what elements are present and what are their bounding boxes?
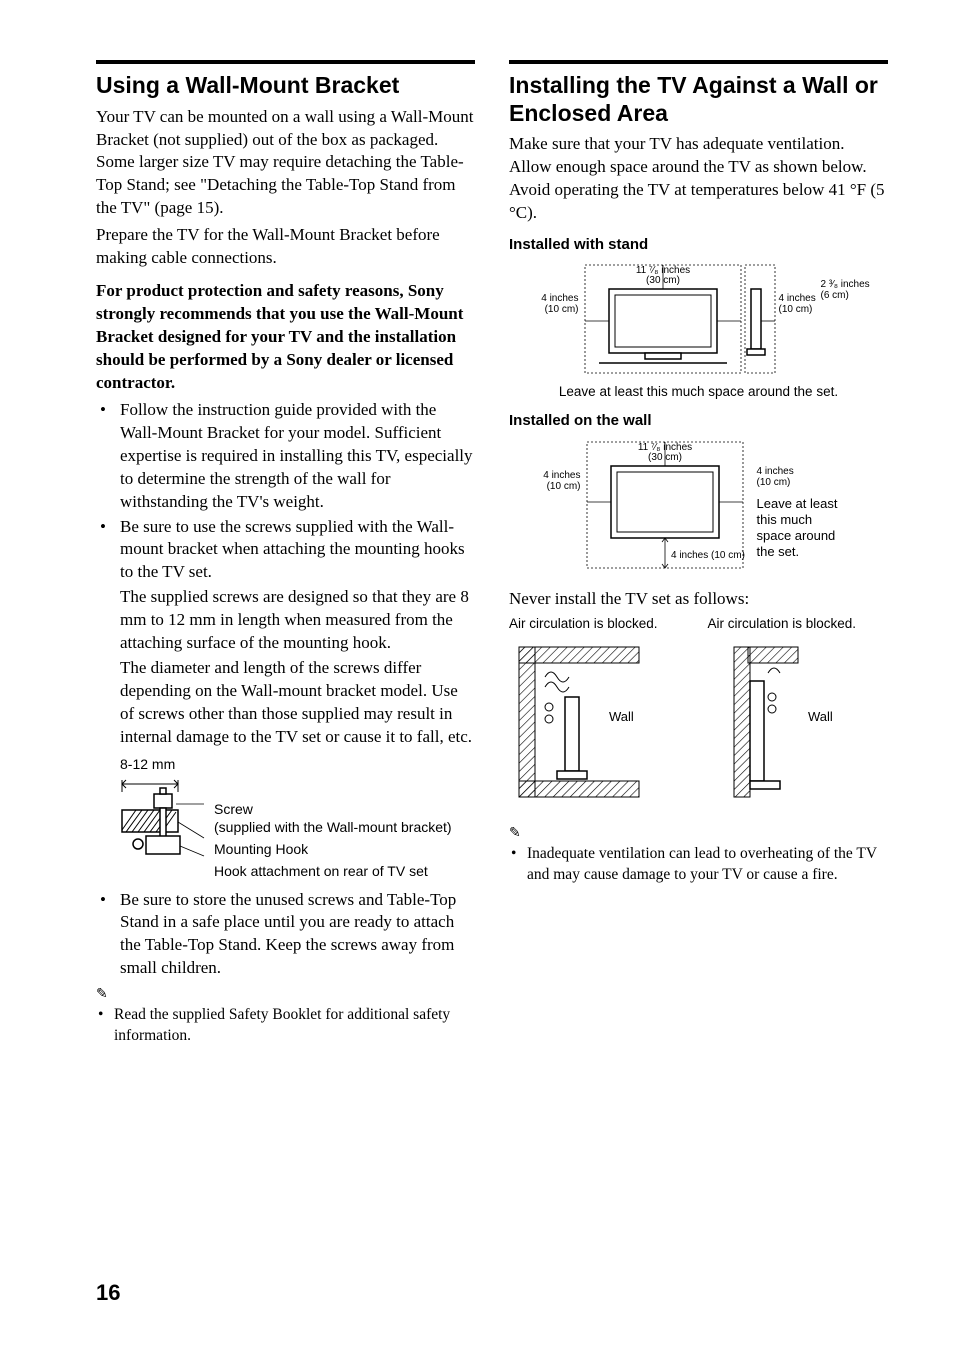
left-note-list: Read the supplied Safety Booklet for add… — [96, 1005, 475, 1047]
dim-left-cm: (10 cm) — [545, 304, 579, 315]
bullet-1-text: Follow the instruction guide provided wi… — [120, 399, 475, 514]
stand-caption: Leave at least this much space around th… — [509, 383, 888, 401]
screw-dim-label: 8-12 mm — [120, 755, 475, 774]
wall-figure: 4 inches (10 cm) 11 ⁷⁄₈ inches (30 cm) 4… — [509, 436, 888, 576]
wall-dim-right-cm: (10 cm) — [757, 477, 791, 488]
dim-right-in: 2 ³⁄₈ inches — [821, 279, 870, 290]
stand-figure: 4 inches (10 cm) 11 ⁷⁄₈ inches (30 cm) — [509, 259, 888, 379]
screw-diagram-icon — [120, 776, 206, 876]
stand-diagram-icon: 11 ⁷⁄₈ inches (30 cm) — [579, 259, 779, 379]
section-rule — [96, 60, 475, 64]
page-number: 16 — [96, 1278, 120, 1308]
screw-callout-3: Mounting Hook — [214, 840, 452, 858]
sub-head-stand: Installed with stand — [509, 235, 888, 255]
right-note-text: Inadequate ventilation can lead to overh… — [509, 844, 888, 886]
bullet-3: Be sure to store the unused screws and T… — [96, 889, 475, 981]
screw-figure: Screw (supplied with the Wall-mount brac… — [120, 776, 475, 881]
note-icon — [96, 982, 475, 1005]
never-row: Air circulation is blocked. — [509, 615, 888, 807]
blocked-diagram-1-icon: Wall — [509, 637, 679, 807]
left-note-text: Read the supplied Safety Booklet for add… — [96, 1005, 475, 1047]
dim-right-cm: (6 cm) — [821, 290, 849, 301]
screw-callout-1: Screw — [214, 800, 452, 818]
bullet-2b-text: The supplied screws are designed so that… — [120, 586, 475, 655]
bullet-2: Be sure to use the screws supplied with … — [96, 516, 475, 881]
section-rule — [509, 60, 888, 64]
wall-leave-text: Leave at least this much space around th… — [757, 496, 847, 561]
never-col-2: Air circulation is blocked. — [708, 615, 889, 807]
note-icon — [509, 821, 888, 844]
dim-left: 4 inches (10 cm) — [529, 259, 579, 315]
air-caption-2: Air circulation is blocked. — [708, 615, 889, 633]
wall-dim-left-in: 4 inches — [543, 470, 580, 481]
bullet-1: Follow the instruction guide provided wi… — [96, 399, 475, 514]
screw-callout-2: (supplied with the Wall-mount bracket) — [214, 818, 452, 836]
right-title: Installing the TV Against a Wall or Encl… — [509, 72, 888, 127]
bullet-3-text: Be sure to store the unused screws and T… — [120, 889, 475, 981]
never-col-1: Air circulation is blocked. — [509, 615, 690, 807]
svg-text:4 inches (10 cm): 4 inches (10 cm) — [671, 550, 745, 561]
wall-right-labels: 4 inches (10 cm) Leave at least this muc… — [757, 436, 867, 561]
two-column-layout: Using a Wall-Mount Bracket Your TV can b… — [96, 60, 888, 1047]
svg-text:Wall: Wall — [609, 709, 634, 724]
sub-head-wall: Installed on the wall — [509, 411, 888, 431]
wall-diagram-icon: 11 ⁷⁄₈ inches (30 cm) 4 inches (10 cm) — [581, 436, 757, 576]
air-caption-1: Air circulation is blocked. — [509, 615, 690, 633]
wall-dim-right: 4 inches (10 cm) — [757, 436, 867, 488]
right-note-list: Inadequate ventilation can lead to overh… — [509, 844, 888, 886]
screw-callouts: Screw (supplied with the Wall-mount brac… — [214, 776, 452, 881]
bullet-2c-text: The diameter and length of the screws di… — [120, 657, 475, 749]
wall-dim-left-cm: (10 cm) — [547, 481, 581, 492]
blocked-diagram-2-icon: Wall — [708, 637, 878, 807]
wall-dim-right-in: 4 inches — [757, 466, 794, 477]
left-bold: For product protection and safety reason… — [96, 280, 475, 395]
dim-mid-in: 4 inches — [779, 293, 816, 304]
dim-right-group: 4 inches (10 cm) 2 ³⁄₈ inches (6 cm) — [779, 259, 869, 337]
right-column: Installing the TV Against a Wall or Encl… — [509, 60, 888, 1047]
svg-text:Wall: Wall — [808, 709, 833, 724]
left-bullet-list: Follow the instruction guide provided wi… — [96, 399, 475, 980]
wall-dim-left: 4 inches (10 cm) — [531, 436, 581, 492]
left-p1: Your TV can be mounted on a wall using a… — [96, 106, 475, 221]
dim-right: 2 ³⁄₈ inches (6 cm) — [821, 279, 911, 301]
bullet-2a-text: Be sure to use the screws supplied with … — [120, 516, 475, 585]
screw-callout-4: Hook attachment on rear of TV set — [214, 862, 452, 880]
dim-left-in: 4 inches — [541, 293, 578, 304]
left-title: Using a Wall-Mount Bracket — [96, 72, 475, 100]
left-p2: Prepare the TV for the Wall-Mount Bracke… — [96, 224, 475, 270]
right-p1: Make sure that your TV has adequate vent… — [509, 133, 888, 225]
left-column: Using a Wall-Mount Bracket Your TV can b… — [96, 60, 475, 1047]
dim-mid-cm: (10 cm) — [779, 304, 813, 315]
never-text: Never install the TV set as follows: — [509, 588, 888, 611]
